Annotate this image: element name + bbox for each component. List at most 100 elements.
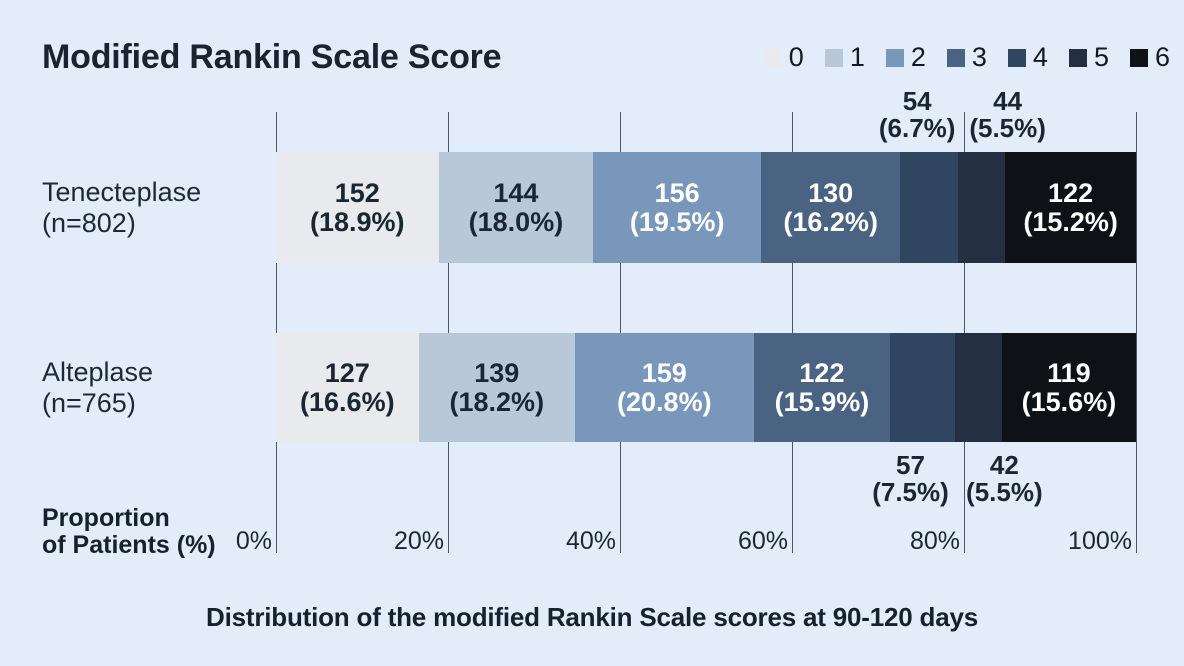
bar-segment-mrs3: 130 (16.2%) [761, 152, 901, 263]
segment-count: 144 [493, 177, 539, 208]
legend-label: 1 [849, 42, 865, 72]
gridline [619, 112, 621, 553]
segment-count: 156 [654, 177, 700, 208]
segment-pct: (15.2%) [1023, 206, 1118, 237]
segment-pct: (16.6%) [300, 386, 395, 417]
legend-item-mrs6: 6 [1129, 42, 1170, 73]
bar-segment-mrs1: 144 (18.0%) [438, 152, 594, 263]
legend-item-mrs0: 0 [763, 42, 804, 73]
segment-pct: (18.9%) [309, 206, 405, 237]
segment-count: 159 [641, 357, 687, 388]
x-tick-label: 80% [909, 527, 960, 555]
bar-segment-mrs5 [954, 333, 1002, 442]
x-tick-label: 20% [393, 527, 444, 555]
legend-item-mrs3: 3 [946, 42, 987, 73]
legend-label: 4 [1032, 42, 1048, 72]
bar-segment-mrs3: 122 (15.9%) [753, 333, 891, 442]
legend-item-mrs2: 2 [885, 42, 926, 73]
legend-item-mrs1: 1 [824, 42, 865, 73]
segment-value-label-outside: 54 (6.7%) [879, 88, 956, 142]
legend-item-mrs5: 5 [1068, 42, 1109, 73]
segment-count: 122 [1048, 177, 1094, 208]
gridline [447, 112, 449, 553]
segment-count: 127 [324, 357, 370, 388]
series-label-line: (n=765) [42, 387, 136, 418]
segment-value-label: 156 (19.5%) [629, 177, 725, 237]
legend: 0 1 2 3 4 5 6 [763, 42, 1170, 73]
x-tick-label: 100% [1068, 527, 1132, 555]
gridline [275, 112, 277, 553]
segment-value-label-outside: 57 (7.5%) [872, 452, 949, 506]
x-tick-label: 60% [737, 527, 788, 555]
legend-swatch-icon [1007, 48, 1026, 67]
series-label-alteplase: Alteplase (n=765) [42, 357, 153, 419]
bar-tenecteplase: 152 (18.9%) 144 (18.0%) 156 (19.5%) 130 (16.2%)… [276, 152, 1136, 263]
bar-segment-mrs6: 119 (15.6%) [1001, 333, 1136, 442]
legend-swatch-icon [763, 48, 782, 67]
segment-count: 42 [989, 450, 1019, 480]
segment-value-label: 122 (15.2%) [1023, 177, 1118, 237]
chart-caption: Distribution of the modified Rankin Scal… [206, 602, 978, 632]
segment-count: 44 [993, 86, 1023, 116]
bar-segment-mrs1: 139 (18.2%) [418, 333, 575, 442]
segment-value-label: 152 (18.9%) [309, 177, 405, 237]
legend-item-mrs4: 4 [1007, 42, 1048, 73]
series-label-line: Tenecteplase [42, 176, 202, 207]
legend-label: 0 [788, 42, 804, 72]
segment-value-label: 130 (16.2%) [783, 177, 878, 237]
chart-title: Modified Rankin Scale Score [42, 38, 502, 76]
legend-swatch-icon [1129, 48, 1148, 67]
x-axis-label: Proportion of Patients (%) [42, 505, 216, 559]
x-tick-label: 40% [565, 527, 616, 555]
legend-label: 2 [910, 42, 926, 72]
bar-segment-mrs2: 156 (19.5%) [593, 152, 762, 263]
segment-value-label: 122 (15.9%) [774, 357, 870, 417]
segment-pct: (20.8%) [617, 386, 712, 417]
segment-count: 57 [896, 450, 925, 480]
segment-pct: (16.2%) [783, 206, 878, 237]
legend-swatch-icon [824, 48, 843, 67]
segment-count: 54 [902, 86, 932, 116]
segment-pct: (19.5%) [629, 206, 725, 237]
segment-pct: (6.7%) [878, 113, 956, 143]
bar-segment-mrs4 [900, 152, 958, 263]
gridline [1135, 112, 1137, 553]
segment-value-label: 144 (18.0%) [468, 177, 564, 237]
segment-count: 122 [799, 357, 845, 388]
segment-count: 139 [474, 357, 520, 388]
series-label-line: (n=802) [42, 207, 136, 238]
segment-pct: (15.6%) [1021, 386, 1117, 417]
bar-segment-mrs6: 122 (15.2%) [1005, 152, 1136, 263]
legend-swatch-icon [1068, 48, 1087, 67]
legend-swatch-icon [946, 48, 965, 67]
segment-value-label: 119 (15.6%) [1021, 358, 1117, 417]
segment-value-label-outside: 44 (5.5%) [969, 88, 1046, 142]
segment-pct: (5.5%) [969, 113, 1046, 143]
bar-segment-mrs5 [957, 152, 1006, 263]
legend-label: 5 [1093, 42, 1109, 72]
x-axis-label-line1: Proportion [42, 504, 170, 532]
legend-label: 3 [971, 42, 987, 72]
gridline [963, 112, 965, 553]
segment-pct: (18.0%) [468, 206, 564, 237]
bar-segment-mrs0: 152 (18.9%) [276, 152, 439, 263]
segment-value-label: 127 (16.6%) [300, 357, 395, 417]
segment-pct: (15.9%) [774, 386, 870, 417]
segment-value-label: 159 (20.8%) [617, 357, 712, 417]
legend-swatch-icon [885, 48, 904, 67]
segment-count: 152 [334, 177, 380, 208]
bar-segment-mrs4 [890, 333, 955, 442]
segment-pct: (7.5%) [872, 477, 949, 507]
bar-segment-mrs0: 127 (16.6%) [276, 333, 419, 442]
segment-value-label-outside: 42 (5.5%) [966, 452, 1043, 506]
series-label-line: Alteplase [42, 356, 154, 387]
legend-label: 6 [1154, 42, 1170, 72]
segment-count: 130 [808, 177, 854, 208]
x-axis-label-line2: of Patients (%) [42, 531, 216, 559]
x-tick-label: 0% [235, 527, 272, 555]
bar-alteplase: 127 (16.6%) 139 (18.2%) 159 (20.8%) 122 (15.9%)… [276, 333, 1136, 442]
series-label-tenecteplase: Tenecteplase (n=802) [42, 177, 201, 239]
segment-pct: (18.2%) [449, 386, 545, 417]
segment-value-label: 139 (18.2%) [449, 357, 545, 417]
